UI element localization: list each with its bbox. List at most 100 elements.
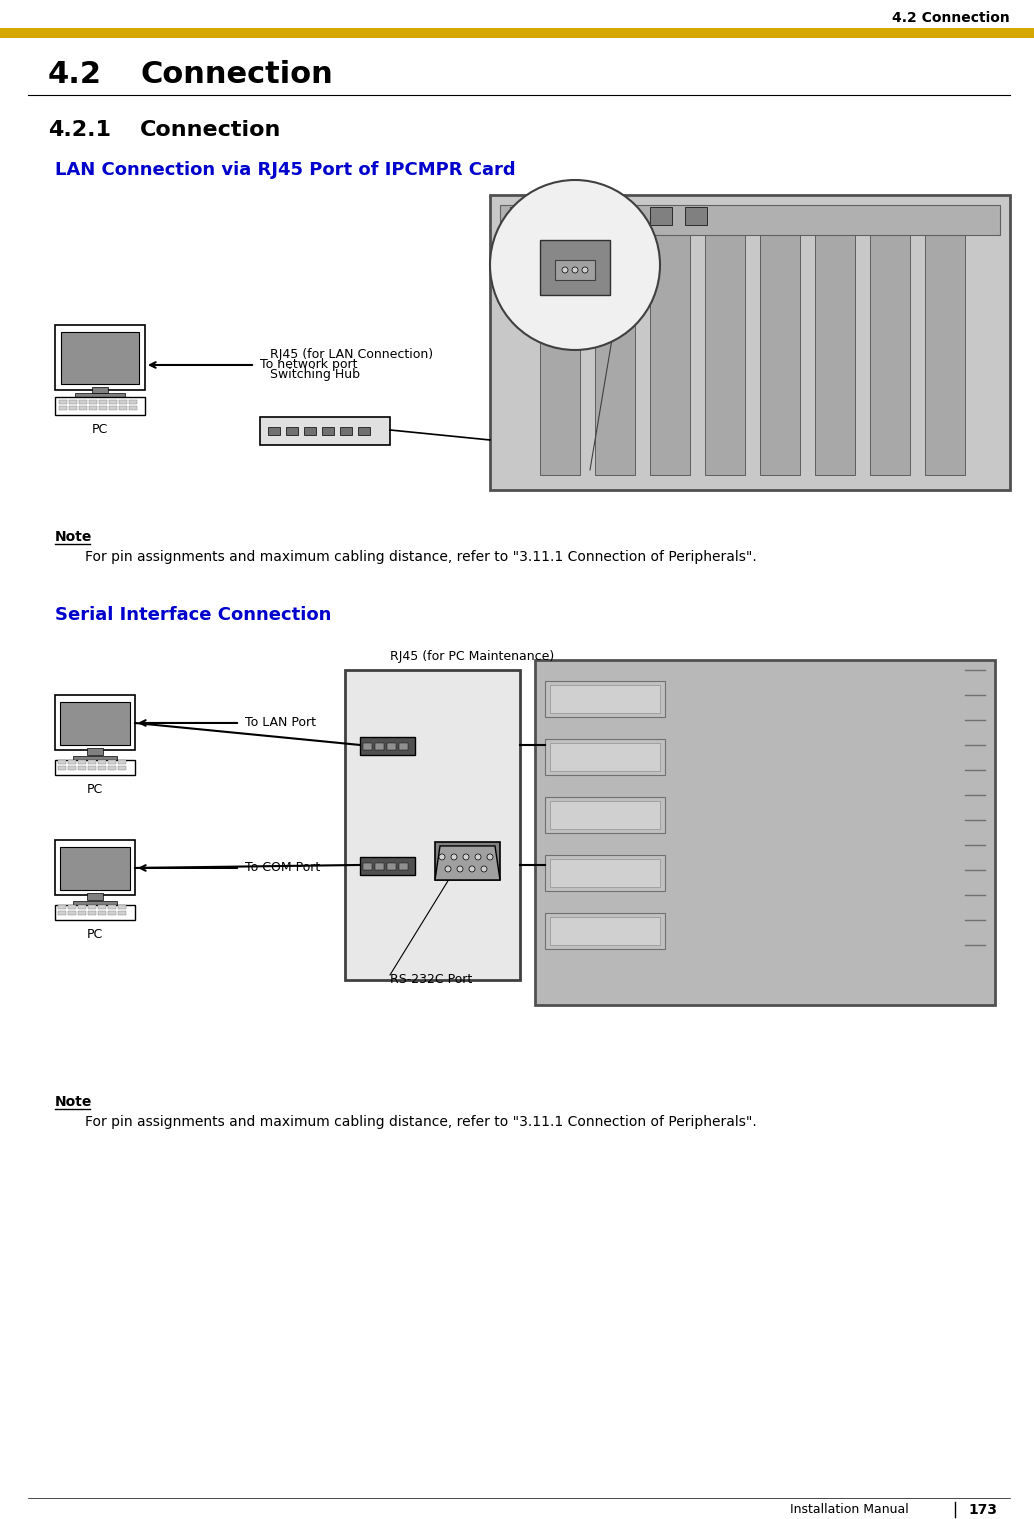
Circle shape <box>439 854 445 860</box>
Bar <box>705 205 746 475</box>
Circle shape <box>475 854 481 860</box>
Bar <box>61 333 139 384</box>
Bar <box>59 399 67 404</box>
Text: PC: PC <box>87 928 103 942</box>
Bar <box>268 427 280 434</box>
Bar <box>58 905 66 908</box>
Bar <box>545 797 665 832</box>
Bar <box>490 194 1010 491</box>
Circle shape <box>481 866 487 872</box>
Text: RS-232C Port: RS-232C Port <box>390 974 473 986</box>
Bar <box>79 406 87 410</box>
Polygon shape <box>435 846 500 880</box>
Bar <box>68 911 77 914</box>
Bar <box>118 760 126 764</box>
Bar <box>435 842 500 880</box>
Text: To LAN Port: To LAN Port <box>245 717 316 729</box>
Bar <box>545 913 665 949</box>
Bar <box>69 399 77 404</box>
Bar <box>555 260 595 279</box>
Bar <box>78 911 86 914</box>
Bar <box>58 766 66 770</box>
Circle shape <box>582 267 588 273</box>
Bar <box>118 766 126 770</box>
Bar <box>108 905 116 908</box>
Bar <box>550 858 660 887</box>
Bar <box>650 207 672 225</box>
Bar <box>88 766 96 770</box>
Bar <box>108 911 116 914</box>
Bar <box>68 766 77 770</box>
Bar <box>375 863 384 870</box>
Bar <box>60 848 130 890</box>
Bar <box>545 681 665 717</box>
Circle shape <box>445 866 451 872</box>
Text: 4.2: 4.2 <box>48 61 102 90</box>
Bar <box>550 801 660 829</box>
Bar <box>545 738 665 775</box>
Bar <box>68 905 77 908</box>
Bar <box>286 427 298 434</box>
Text: LAN Connection via RJ45 Port of IPCMPR Card: LAN Connection via RJ45 Port of IPCMPR C… <box>55 161 516 179</box>
Circle shape <box>490 179 660 349</box>
Bar <box>760 205 800 475</box>
Bar <box>260 418 390 445</box>
Bar <box>78 766 86 770</box>
Text: Installation Manual: Installation Manual <box>790 1504 909 1516</box>
Bar <box>78 905 86 908</box>
Bar <box>815 205 855 475</box>
Bar <box>68 760 77 764</box>
Bar <box>540 240 610 295</box>
Bar <box>550 917 660 945</box>
Circle shape <box>572 267 578 273</box>
Bar <box>88 905 96 908</box>
Bar <box>87 893 103 899</box>
Bar <box>363 743 372 750</box>
Circle shape <box>487 854 493 860</box>
Bar <box>685 207 707 225</box>
Bar <box>92 387 108 393</box>
Bar <box>360 737 415 755</box>
Bar <box>55 696 135 750</box>
Bar <box>98 766 107 770</box>
Text: Connection: Connection <box>140 120 281 140</box>
Text: Note: Note <box>55 530 92 544</box>
Bar <box>304 427 316 434</box>
Bar <box>345 670 520 980</box>
Text: To network port: To network port <box>260 358 358 372</box>
Bar <box>399 743 408 750</box>
Bar <box>118 911 126 914</box>
Text: 173: 173 <box>968 1502 997 1517</box>
Bar <box>69 406 77 410</box>
Bar <box>0 27 1034 38</box>
Bar <box>129 399 136 404</box>
Bar <box>108 766 116 770</box>
Bar <box>87 747 103 755</box>
Bar <box>98 911 107 914</box>
Bar <box>108 760 116 764</box>
Bar <box>340 427 352 434</box>
Text: PC: PC <box>87 784 103 796</box>
Circle shape <box>451 854 457 860</box>
Bar <box>59 406 67 410</box>
Text: Note: Note <box>55 1095 92 1109</box>
Text: Connection: Connection <box>140 61 333 90</box>
Bar <box>870 205 910 475</box>
Bar <box>109 406 117 410</box>
Circle shape <box>469 866 475 872</box>
Bar <box>89 399 97 404</box>
Bar <box>550 743 660 772</box>
Bar <box>119 406 127 410</box>
Bar <box>60 702 130 744</box>
Bar <box>55 760 135 775</box>
Bar <box>78 760 86 764</box>
Bar <box>109 399 117 404</box>
Bar <box>55 325 145 390</box>
Bar <box>595 205 635 475</box>
Text: RJ45 (for PC Maintenance): RJ45 (for PC Maintenance) <box>390 650 554 664</box>
Bar <box>545 207 567 225</box>
Bar <box>535 659 995 1006</box>
Bar <box>550 685 660 712</box>
Bar <box>363 863 372 870</box>
Text: For pin assignments and maximum cabling distance, refer to "3.11.1 Connection of: For pin assignments and maximum cabling … <box>85 1115 757 1129</box>
